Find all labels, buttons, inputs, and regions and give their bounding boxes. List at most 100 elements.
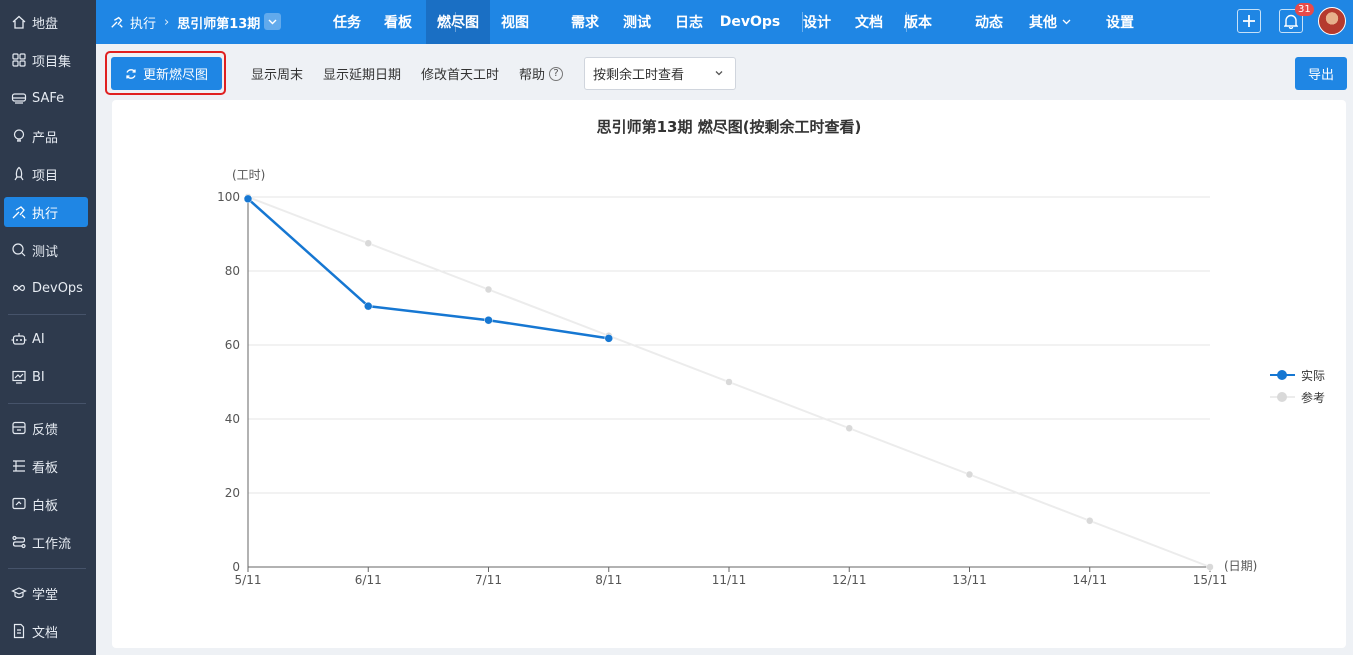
top-nav-item[interactable]: 测试 — [614, 0, 660, 44]
breadcrumb-separator-icon: › — [164, 14, 170, 30]
feedback-icon — [11, 420, 27, 436]
grid-icon — [11, 52, 27, 68]
sidebar-item-label: 地盘 — [32, 16, 59, 32]
top-nav-item[interactable]: 设置 — [1097, 0, 1143, 44]
top-nav-item[interactable]: 任务 — [324, 0, 370, 44]
x-tick-label: 14/11 — [1072, 573, 1107, 587]
top-nav-label: 需求 — [571, 15, 599, 31]
refresh-icon — [126, 68, 136, 79]
notification-button[interactable] — [1279, 9, 1303, 33]
chevron-down-icon — [268, 19, 277, 24]
top-nav-item[interactable]: 燃尽图 — [426, 0, 490, 44]
export-button[interactable]: 导出 — [1295, 57, 1347, 90]
top-nav-item[interactable]: 其他 — [1018, 0, 1082, 44]
breadcrumb-root[interactable]: 执行 › 思引师第13期 — [110, 0, 260, 44]
legend-item[interactable]: 实际 — [1270, 367, 1325, 383]
sidebar-item[interactable]: AI — [4, 324, 88, 354]
legend-marker-icon — [1270, 370, 1295, 380]
view-mode-select[interactable]: 按剩余工时查看 — [584, 57, 736, 90]
sidebar-item-label: 测试 — [32, 244, 59, 260]
data-point — [364, 301, 373, 311]
sidebar-item[interactable]: 文档 — [4, 616, 88, 646]
chart-icon — [11, 369, 27, 385]
search-icon — [11, 242, 27, 258]
top-nav-divider — [802, 12, 803, 32]
legend-label: 实际 — [1301, 368, 1326, 383]
sidebar-item[interactable]: BI — [4, 362, 88, 392]
train-icon — [11, 90, 27, 106]
top-nav-item[interactable]: 版本 — [895, 0, 941, 44]
top-nav-label: 动态 — [975, 15, 1003, 31]
refresh-burndown-button[interactable]: 更新燃尽图 — [111, 57, 222, 90]
x-tick-label: 5/11 — [235, 573, 262, 587]
sidebar-item[interactable]: 产品 — [4, 121, 88, 151]
chevron-down-icon — [715, 71, 723, 76]
sidebar-item-label: 看板 — [32, 460, 59, 476]
board-icon — [11, 458, 27, 474]
project-switch-dropdown[interactable] — [264, 13, 281, 30]
y-tick-label: 100 — [217, 190, 240, 204]
top-nav-label: 版本 — [904, 15, 932, 31]
top-nav-item[interactable]: DevOps — [718, 0, 782, 44]
top-nav-item[interactable]: 设计 — [794, 0, 840, 44]
sidebar-item[interactable]: 执行 — [4, 197, 88, 227]
sidebar-item-label: BI — [32, 369, 45, 385]
top-nav-item[interactable]: 动态 — [966, 0, 1012, 44]
help-link[interactable]: 帮助 ? — [519, 57, 564, 90]
sidebar-item[interactable]: 项目集 — [4, 45, 88, 75]
top-nav-item[interactable]: 视图 — [493, 0, 537, 44]
sidebar-item-label: 执行 — [32, 206, 59, 222]
top-nav-label: 测试 — [623, 15, 651, 31]
sidebar-item[interactable]: 工作流 — [4, 527, 88, 557]
create-button[interactable] — [1237, 9, 1261, 33]
top-nav-item[interactable]: 日志 — [666, 0, 712, 44]
legend-item[interactable]: 参考 — [1270, 389, 1325, 405]
top-nav-item[interactable]: 需求 — [562, 0, 608, 44]
show-delay-link[interactable]: 显示延期日期 — [323, 68, 402, 83]
sidebar-item[interactable]: 地盘 — [4, 7, 88, 37]
top-navbar: 执行 › 思引师第13期 任务 看板 燃尽图 视图 需求 测试 日志 DevOps 设计 文档 版本… — [96, 0, 1353, 44]
sidebar-item[interactable]: 看板 — [4, 451, 88, 481]
sidebar-item[interactable]: 白板 — [4, 489, 88, 519]
sidebar-item-label: 学堂 — [32, 587, 59, 603]
top-nav-divider — [906, 12, 907, 32]
sidebar-item-label: DevOps — [32, 280, 83, 296]
top-nav-label: 文档 — [855, 15, 883, 31]
top-nav-label: 设置 — [1106, 15, 1134, 31]
data-point — [484, 285, 493, 294]
sidebar-divider — [8, 403, 86, 404]
x-tick-label: 11/11 — [712, 573, 747, 587]
top-nav-item[interactable]: 文档 — [846, 0, 892, 44]
data-point — [1086, 517, 1094, 525]
sidebar-item[interactable]: SAFe — [4, 83, 88, 113]
series-line — [247, 197, 609, 340]
infinity-icon — [11, 280, 27, 296]
y-tick-label: 40 — [225, 412, 240, 426]
top-nav-label: 其他 — [1029, 15, 1057, 31]
sidebar-item[interactable]: DevOps — [4, 273, 88, 303]
data-point — [243, 194, 253, 204]
sidebar-item-label: 白板 — [32, 498, 59, 514]
avatar[interactable] — [1318, 7, 1346, 35]
y-axis-title: (工时) — [232, 168, 265, 182]
sidebar: 地盘项目集 SAFe 产品项目执行测试 DevOps AI BI 反馈看板白板工作流学堂文档 — [0, 0, 96, 655]
show-weekend-link[interactable]: 显示周末 — [251, 68, 304, 83]
highlight-frame — [105, 51, 226, 95]
sidebar-item[interactable]: 项目 — [4, 159, 88, 189]
sidebar-divider — [8, 314, 86, 315]
sidebar-item[interactable]: 学堂 — [4, 578, 88, 608]
workflow-icon — [11, 534, 27, 550]
sidebar-item[interactable]: 测试 — [4, 235, 88, 265]
edit-first-day-link[interactable]: 修改首天工时 — [421, 68, 500, 83]
run-icon — [110, 15, 124, 29]
sidebar-item-label: AI — [32, 331, 45, 347]
chart-title: 思引师第13期 燃尽图(按剩余工时查看) — [596, 118, 862, 136]
x-tick-label: 8/11 — [595, 573, 622, 587]
data-point — [484, 315, 493, 325]
sidebar-item[interactable]: 反馈 — [4, 413, 88, 443]
robot-icon — [11, 331, 27, 347]
top-nav-item[interactable]: 看板 — [375, 0, 421, 44]
chart-panel — [112, 100, 1346, 648]
data-point — [965, 470, 974, 479]
x-tick-label: 7/11 — [475, 573, 502, 587]
